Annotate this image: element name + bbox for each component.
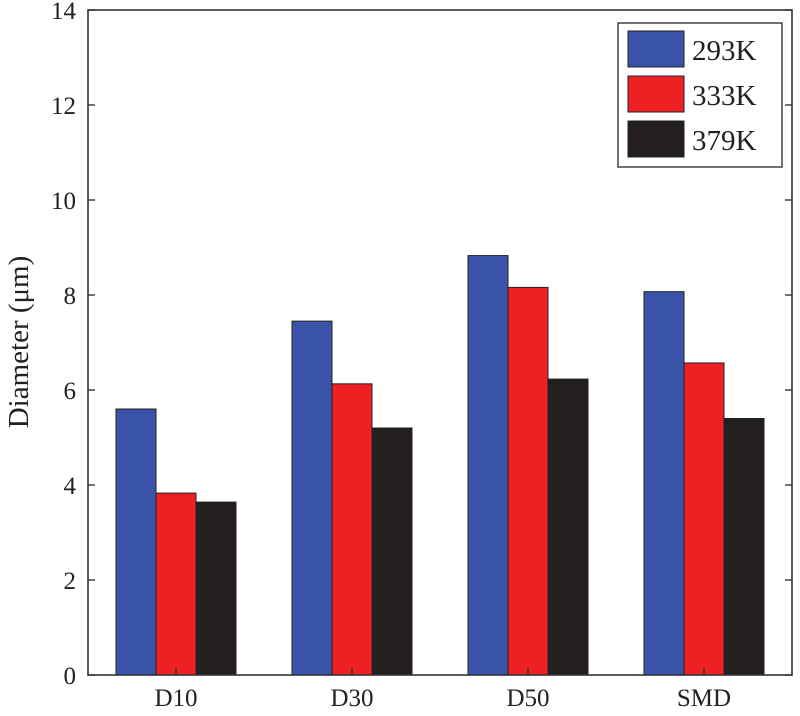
legend-swatch-293K	[627, 30, 685, 68]
bar-293K-SMD	[643, 291, 685, 676]
bar-333K-D10	[155, 492, 197, 676]
y-tick-label: 2	[64, 568, 77, 595]
x-tick-label: D50	[506, 685, 549, 712]
plot-area-frame	[87, 9, 793, 676]
legend-label-379K: 379K	[692, 125, 757, 157]
bar-379K-D10	[195, 501, 237, 676]
y-tick-label: 4	[64, 473, 77, 500]
x-tick-label: D30	[330, 685, 373, 712]
bar-333K-SMD	[683, 362, 725, 676]
legend-label-333K: 333K	[692, 80, 757, 112]
bar-379K-SMD	[723, 418, 765, 676]
bar-379K-D30	[371, 427, 413, 676]
bar-293K-D10	[115, 408, 157, 676]
bar-293K-D30	[291, 320, 333, 676]
x-tick-label: SMD	[677, 685, 731, 712]
y-tick-label: 10	[51, 188, 76, 215]
y-axis-label: Diameter (μm)	[3, 256, 35, 429]
y-tick-label: 14	[51, 0, 77, 25]
legend: 293K 333K 379K	[617, 22, 783, 168]
x-axis: D10 D30 D50 SMD	[154, 668, 731, 712]
x-tick-label: D10	[154, 685, 197, 712]
legend-swatch-379K	[627, 120, 685, 158]
y-tick-label: 8	[64, 283, 77, 310]
legend-swatch-333K	[627, 75, 685, 113]
y-tick-label: 12	[51, 93, 76, 120]
y-tick-label: 6	[64, 378, 77, 405]
bar-333K-D30	[331, 383, 373, 676]
legend-label-293K: 293K	[692, 35, 757, 67]
y-axis: 0 2 4 6 8 10 12 14	[51, 0, 792, 690]
bars-group	[115, 255, 765, 676]
y-tick-label: 0	[64, 663, 77, 690]
bar-333K-D50	[507, 286, 549, 676]
bar-379K-D50	[547, 378, 589, 676]
bar-293K-D50	[467, 255, 509, 676]
